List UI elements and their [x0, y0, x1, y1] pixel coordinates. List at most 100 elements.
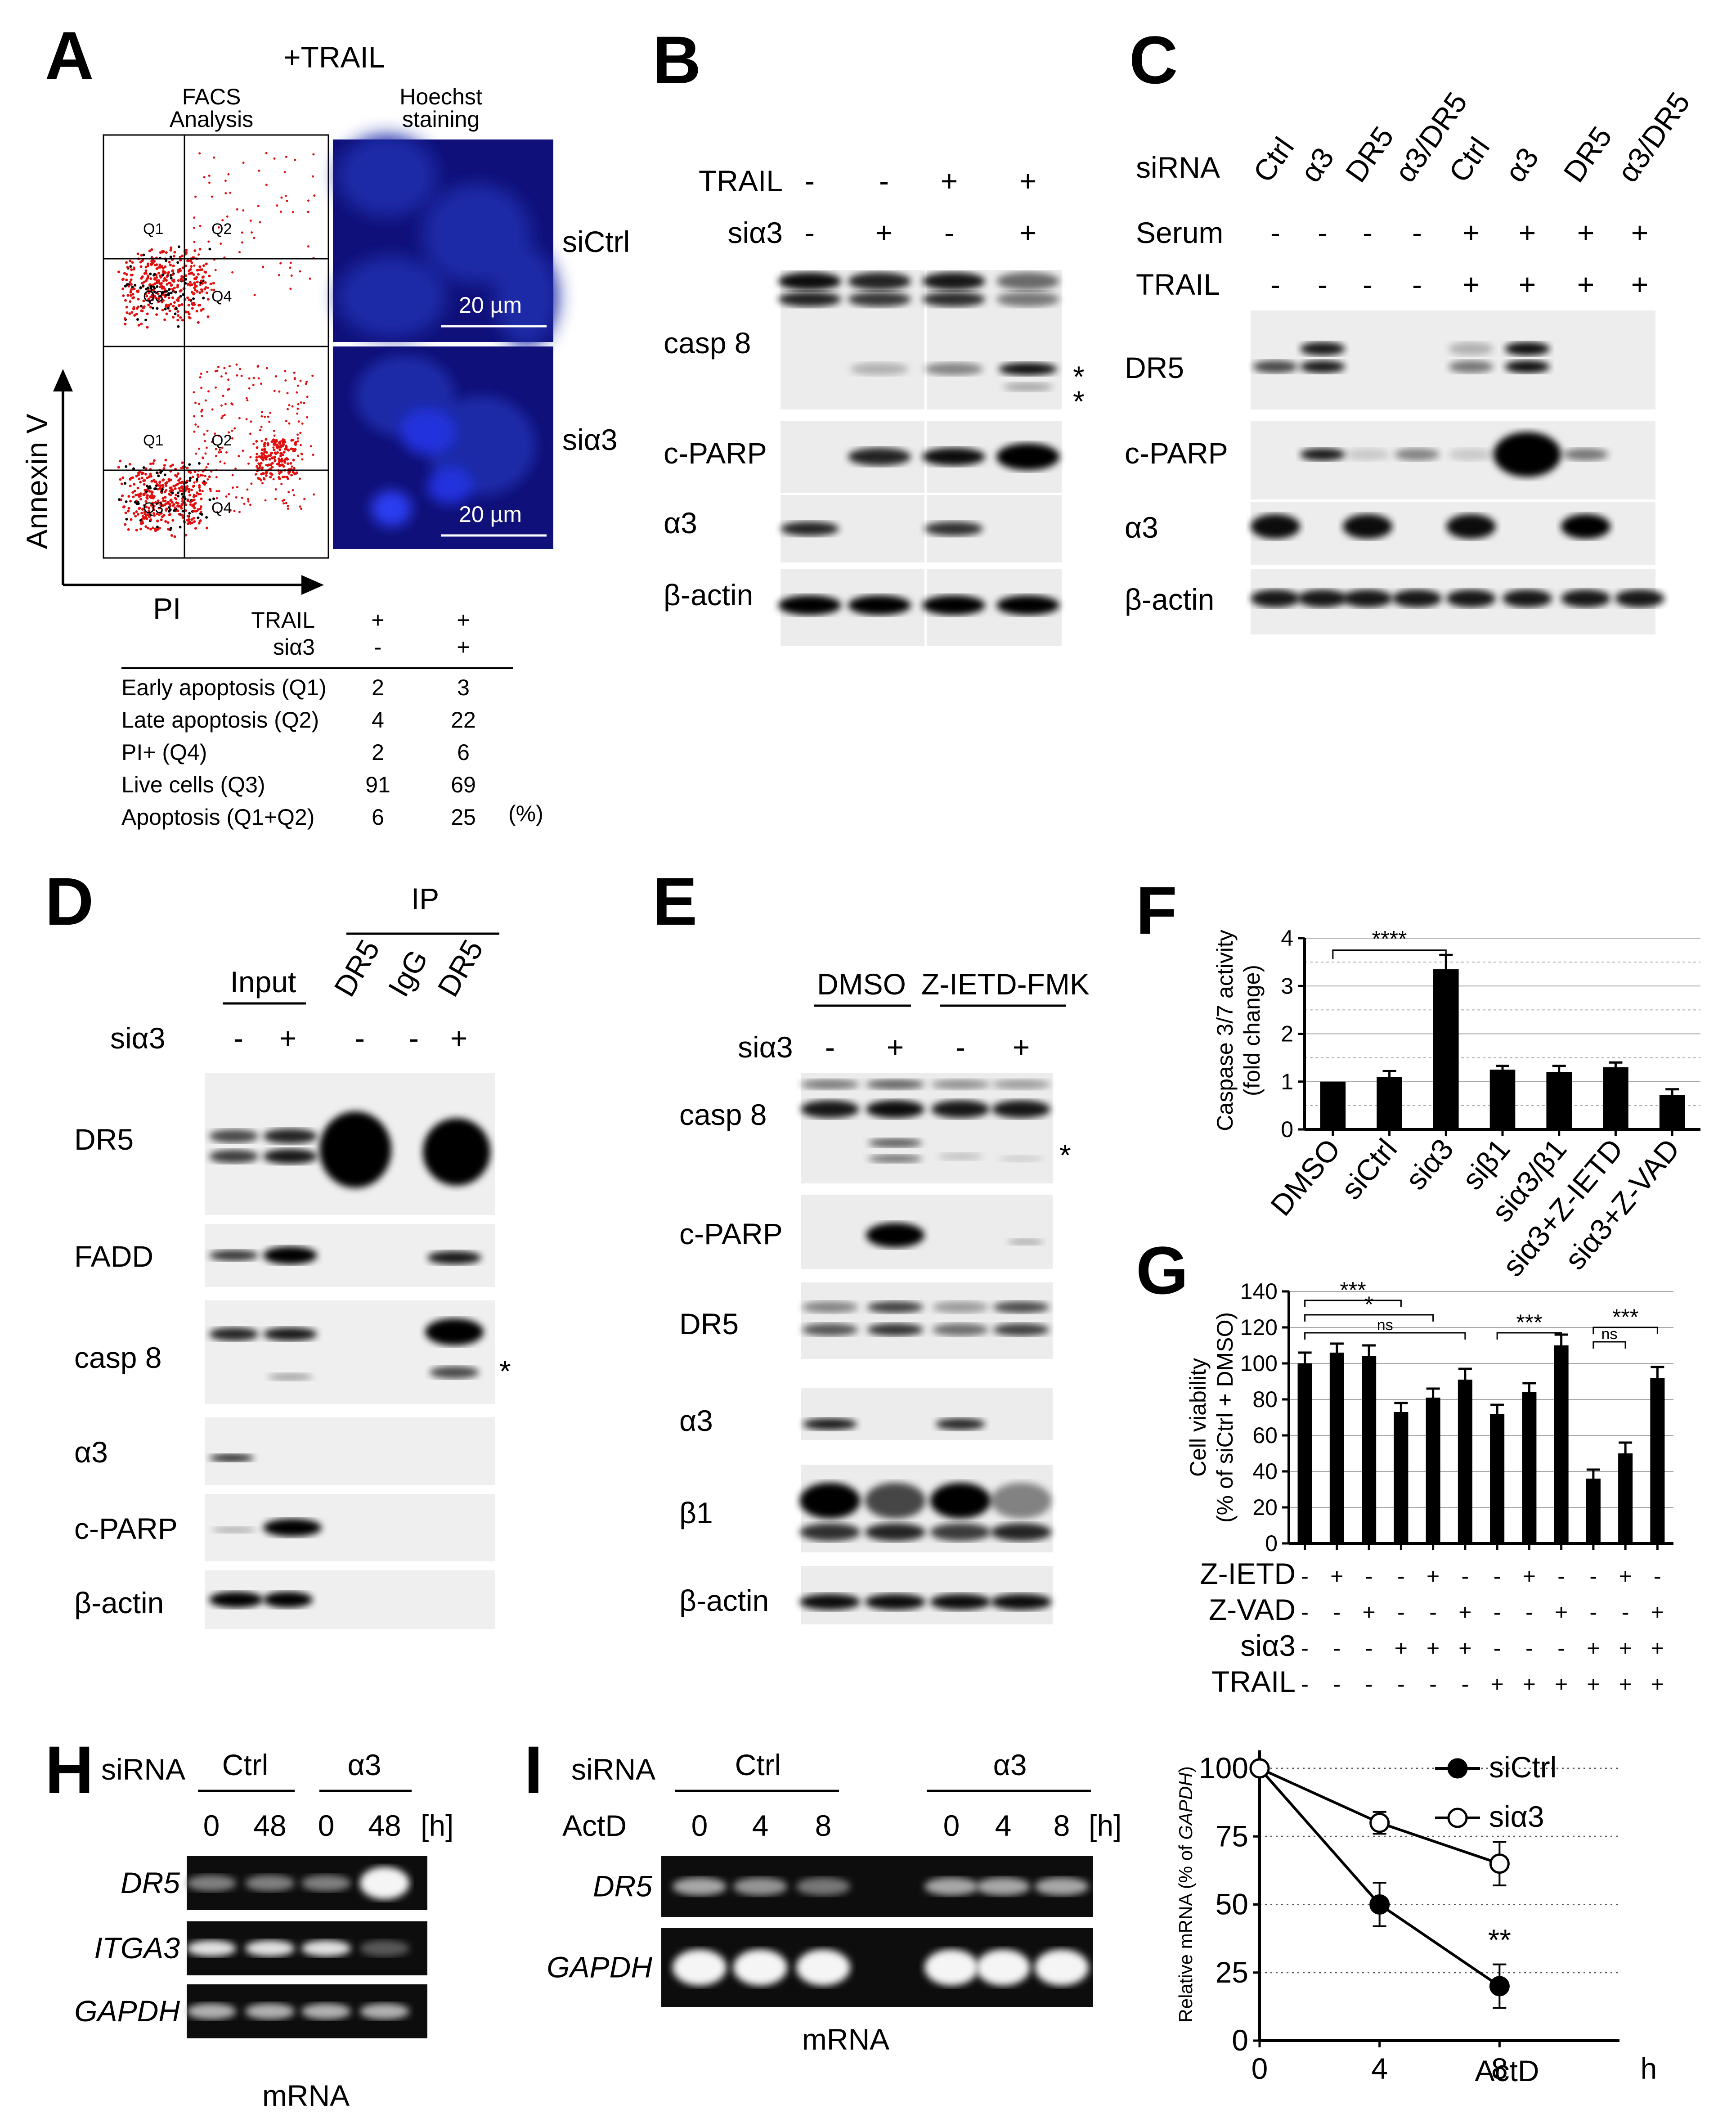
table-row-label: Live cells (Q3): [121, 772, 265, 797]
d-sign: +: [450, 1021, 468, 1055]
c-condition-sign: +: [1519, 268, 1536, 301]
c-band: [1449, 360, 1494, 373]
g-row-sign: +: [1651, 1600, 1664, 1625]
trail-title: +TRAIL: [283, 40, 385, 74]
panel-letter-h: H: [45, 1732, 94, 1808]
c-lane-label: α3: [1294, 141, 1341, 188]
e-group-zietd: Z-IETD-FMK: [921, 967, 1090, 1001]
g-row-sign: -: [1494, 1600, 1501, 1625]
c-condition-label: Serum: [1136, 216, 1223, 249]
i-series-line: [1258, 1767, 1501, 1988]
i-data-point: [1489, 1976, 1510, 1997]
e-band: [801, 1079, 859, 1089]
c-blot-label: DR5: [1125, 351, 1184, 384]
c-band: [1343, 514, 1392, 539]
table-trail-2: +: [457, 607, 470, 633]
g-bracket: [1304, 1300, 1402, 1307]
g-bracket: [1304, 1332, 1466, 1340]
g-row-sign: +: [1619, 1636, 1632, 1661]
e-band: [993, 1301, 1050, 1313]
g-row-sign: +: [1426, 1564, 1440, 1589]
e-blot-label: c-PARP: [679, 1217, 783, 1250]
i-gel-band: [673, 1877, 727, 1896]
e-blot-membrane: [801, 1195, 1053, 1269]
h-gel-band: [301, 2003, 351, 2019]
b-band: [996, 272, 1059, 290]
g-row-label: Z-IETD: [1200, 1557, 1296, 1590]
g-row-sign: -: [1557, 1564, 1565, 1589]
g-bar: [1329, 1353, 1344, 1543]
e-band: [931, 1079, 990, 1089]
b-band: [924, 363, 983, 375]
g-row-sign: -: [1301, 1672, 1309, 1697]
d-band: [319, 1111, 391, 1188]
g-row-sign: +: [1555, 1672, 1568, 1697]
d-band: [209, 1454, 254, 1461]
c-band: [1503, 589, 1552, 607]
b-blot-label: casp 8: [664, 326, 751, 360]
panel-f: F 01234DMSOsiCtrlsiα3siβ1siα3/β1siα3+Z-I…: [1136, 872, 1700, 1282]
d-sia3-label: siα3: [110, 1021, 166, 1055]
g-row-sign: -: [1301, 1564, 1309, 1589]
g-row-sign: -: [1654, 1564, 1661, 1589]
d-band: [263, 1149, 317, 1164]
g-significance: *: [1364, 1292, 1373, 1317]
d-input-label: Input: [230, 965, 296, 998]
b-blot-label: c-PARP: [664, 436, 767, 470]
quadrant-q4: Q4: [211, 288, 232, 305]
d-blot-membrane: [205, 1494, 495, 1561]
b-condition-sign: -: [805, 164, 815, 198]
c-band: [1251, 589, 1300, 607]
i-time: 4: [752, 1809, 769, 1842]
e-band: [865, 1594, 926, 1610]
g-row-sign: -: [1525, 1600, 1533, 1625]
i-legend-label: siα3: [1489, 1800, 1544, 1833]
g-row-sign: -: [1301, 1636, 1309, 1661]
b-band: [996, 595, 1059, 615]
b-band: [922, 272, 985, 290]
e-band: [993, 1323, 1050, 1336]
f-bar: [1489, 1070, 1516, 1129]
g-bracket: [1496, 1332, 1562, 1340]
c-band: [1505, 342, 1550, 355]
i-time: 8: [1054, 1809, 1070, 1842]
e-band: [799, 1594, 861, 1610]
quadrant-q3: Q3: [143, 288, 163, 305]
c-lane-label: α3/DR5: [1611, 86, 1696, 188]
g-row-sign: -: [1462, 1564, 1469, 1589]
g-row-sign: +: [1651, 1672, 1664, 1697]
d-blot-membrane: [205, 1300, 495, 1404]
h-mrna: mRNA: [262, 2079, 350, 2112]
g-row-sign: -: [1333, 1672, 1341, 1697]
pi-label: PI: [153, 592, 181, 625]
g-row-sign: +: [1523, 1672, 1536, 1697]
d-blot-label: c-PARP: [74, 1512, 178, 1545]
g-bar: [1394, 1412, 1409, 1543]
e-band: [938, 1153, 983, 1160]
g-ytick-label: 0: [1265, 1531, 1278, 1556]
g-bracket: [1592, 1341, 1626, 1349]
f-bar: [1377, 1077, 1402, 1129]
i-legend-label: siCtrl: [1489, 1750, 1557, 1784]
d-band: [263, 1246, 317, 1264]
e-blot-membrane: [801, 1073, 1053, 1183]
b-asterisk: *: [1073, 360, 1085, 393]
h-time: 48: [253, 1809, 286, 1842]
d-band: [423, 1118, 490, 1186]
d-lane-label: DR5: [327, 934, 386, 1002]
h-time: 0: [203, 1809, 220, 1842]
g-significance: ns: [1377, 1317, 1393, 1334]
f-significance: ****: [1372, 926, 1407, 952]
table-row-value: 69: [451, 772, 476, 797]
i-time: 4: [995, 1809, 1012, 1842]
g-row-sign: +: [1395, 1636, 1408, 1661]
g-row-sign: -: [1557, 1636, 1565, 1661]
i-mrna: mRNA: [802, 2023, 889, 2056]
quadrant-q3b: Q3: [143, 499, 163, 517]
table-row-value: 2: [372, 675, 384, 700]
b-asterisk: *: [1073, 385, 1085, 418]
quadrant-q2b: Q2: [211, 432, 232, 449]
i-data-point: [1489, 1853, 1510, 1874]
e-band: [867, 1301, 924, 1313]
i-gene-label: GAPDH: [547, 1951, 652, 1984]
